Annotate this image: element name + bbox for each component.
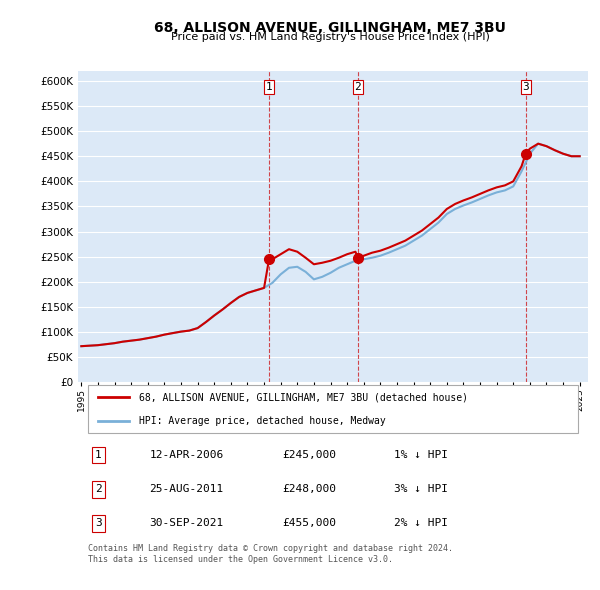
Text: 1% ↓ HPI: 1% ↓ HPI [394, 450, 448, 460]
Text: £248,000: £248,000 [282, 484, 336, 494]
Text: 2: 2 [355, 82, 361, 92]
Text: HPI: Average price, detached house, Medway: HPI: Average price, detached house, Medw… [139, 416, 386, 426]
Text: £245,000: £245,000 [282, 450, 336, 460]
Text: 30-SEP-2021: 30-SEP-2021 [149, 519, 224, 529]
Text: 25-AUG-2011: 25-AUG-2011 [149, 484, 224, 494]
Text: 1: 1 [265, 82, 272, 92]
Text: 68, ALLISON AVENUE, GILLINGHAM, ME7 3BU (detached house): 68, ALLISON AVENUE, GILLINGHAM, ME7 3BU … [139, 392, 468, 402]
Text: 12-APR-2006: 12-APR-2006 [149, 450, 224, 460]
Text: £455,000: £455,000 [282, 519, 336, 529]
Text: Contains HM Land Registry data © Crown copyright and database right 2024.
This d: Contains HM Land Registry data © Crown c… [88, 545, 453, 564]
Text: 2: 2 [95, 484, 102, 494]
Text: 3: 3 [523, 82, 529, 92]
FancyBboxPatch shape [88, 385, 578, 433]
Text: 68, ALLISON AVENUE, GILLINGHAM, ME7 3BU: 68, ALLISON AVENUE, GILLINGHAM, ME7 3BU [154, 21, 506, 35]
Text: 1: 1 [95, 450, 102, 460]
Text: 2% ↓ HPI: 2% ↓ HPI [394, 519, 448, 529]
Text: 3% ↓ HPI: 3% ↓ HPI [394, 484, 448, 494]
Text: Price paid vs. HM Land Registry's House Price Index (HPI): Price paid vs. HM Land Registry's House … [170, 32, 490, 42]
Text: 3: 3 [95, 519, 102, 529]
